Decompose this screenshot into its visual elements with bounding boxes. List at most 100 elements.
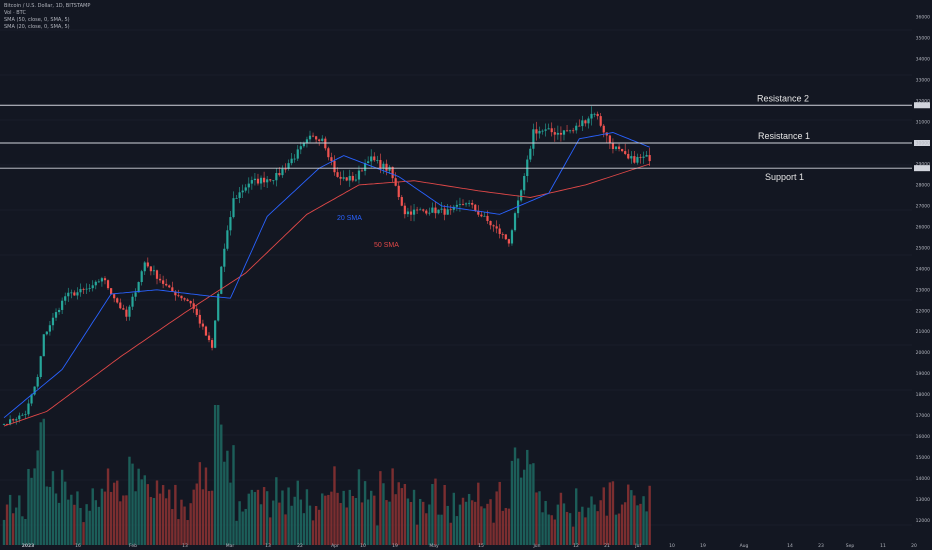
volume-bar (217, 405, 220, 545)
volume-bar (418, 498, 422, 545)
volume-bar (458, 504, 462, 545)
volume-bar (431, 484, 434, 545)
volume-bar (614, 514, 618, 545)
candle-body (269, 179, 272, 181)
candle-body (636, 156, 639, 163)
volume-bar (581, 506, 584, 545)
candle-body (293, 158, 296, 160)
candle-body (630, 156, 633, 159)
volume-bar (422, 501, 425, 545)
candle-body (532, 129, 535, 149)
volume-bar (327, 494, 330, 545)
volume-bar (109, 491, 113, 545)
volume-bar (519, 477, 523, 545)
volume-bar (513, 447, 517, 545)
volume-bar (403, 484, 407, 545)
candle-body (342, 177, 345, 179)
candle-body (428, 212, 431, 214)
candle-body (278, 173, 281, 176)
volume-bar (571, 526, 575, 545)
price-tick-label: 32000 (916, 99, 930, 105)
volume-bar (296, 480, 299, 545)
sma50-line (3, 163, 650, 427)
candle-body (409, 211, 413, 215)
candle-body (471, 202, 474, 205)
volume-bar (30, 477, 33, 545)
volume-bar (529, 464, 532, 545)
price-tick-label: 27000 (916, 203, 930, 209)
time-tick-label: 16 (75, 543, 81, 549)
candle-body (207, 335, 211, 341)
candle-body (91, 285, 94, 289)
time-tick-label: 14 (787, 543, 793, 549)
volume-bar (391, 468, 394, 545)
candle-body (275, 173, 278, 181)
volume-bar (373, 495, 376, 545)
level-price-tag (914, 102, 930, 109)
volume-bar (507, 508, 511, 545)
candle-body (599, 116, 602, 126)
volume-bar (275, 477, 278, 545)
volume-bar (645, 511, 648, 545)
candle-body (220, 266, 223, 294)
volume-bar (42, 418, 45, 545)
candle-body (217, 293, 220, 321)
volume-bar (100, 488, 104, 545)
volume-bar (605, 515, 609, 545)
price-tick-label: 19000 (916, 371, 930, 377)
volume-bar (379, 471, 382, 545)
price-tick-label: 30000 (916, 141, 930, 147)
volume-bar (125, 495, 128, 545)
candle-body (403, 205, 406, 215)
candle-body (608, 135, 611, 144)
volume-bar (256, 489, 260, 545)
volume-bar (611, 481, 615, 545)
candle-body (575, 125, 578, 131)
volume-bar (360, 502, 364, 545)
time-tick-label: Jul (634, 543, 640, 549)
volume-bar (415, 524, 419, 545)
volume-bar (152, 498, 156, 545)
candle-body (556, 132, 559, 135)
candle-body (422, 209, 425, 211)
volume-bar (409, 501, 413, 545)
volume-bar (241, 511, 244, 545)
volume-bar (489, 499, 492, 545)
volume-bar (149, 496, 153, 545)
volume-bar (584, 517, 587, 545)
candle-body (192, 303, 195, 309)
candle-body (110, 288, 113, 295)
candle-body (183, 298, 186, 300)
candle-body (345, 177, 348, 181)
candle-body (382, 163, 385, 169)
candle-body (103, 278, 107, 281)
candle-body (339, 176, 342, 179)
price-tick-label: 21000 (916, 329, 930, 335)
candle-body (513, 213, 517, 231)
time-tick-label: Jun (532, 543, 540, 549)
candle-body (299, 146, 302, 150)
candle-body (214, 320, 217, 348)
candle-body (131, 296, 134, 307)
candle-body (376, 159, 379, 161)
volume-bar (195, 483, 198, 545)
price-tick-label: 24000 (916, 266, 930, 272)
price-tick-label: 17000 (916, 413, 930, 419)
candle-body (529, 148, 532, 160)
price-tick-label: 33000 (916, 78, 930, 84)
candle-body (363, 163, 367, 171)
volume-bar (412, 489, 416, 545)
candle-body (119, 302, 122, 309)
candle-body (247, 183, 250, 188)
volume-bar (250, 489, 254, 545)
volume-bar (229, 482, 232, 545)
volume-bar (21, 516, 24, 545)
time-tick-label: 13 (265, 543, 271, 549)
time-tick-label: 22 (297, 543, 303, 549)
candle-body (45, 331, 48, 335)
candle-body (73, 292, 76, 296)
volume-bar (345, 507, 348, 545)
volume-bar (235, 520, 238, 545)
candle-body (12, 419, 15, 421)
